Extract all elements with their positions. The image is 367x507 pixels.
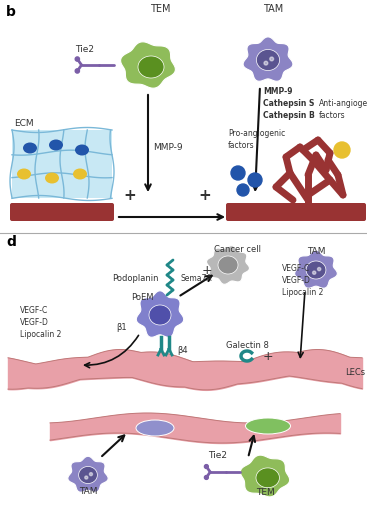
Text: +: + (202, 264, 212, 277)
Circle shape (204, 464, 208, 468)
Circle shape (231, 166, 245, 180)
Polygon shape (306, 261, 326, 279)
Ellipse shape (75, 144, 89, 156)
Text: +: + (263, 350, 273, 363)
Text: β1: β1 (117, 323, 127, 332)
Polygon shape (136, 291, 184, 337)
Text: Pro-angiogenic
factors: Pro-angiogenic factors (228, 129, 285, 150)
Polygon shape (207, 246, 250, 284)
Text: PoEM: PoEM (131, 293, 153, 302)
Polygon shape (138, 56, 164, 78)
Text: +: + (124, 188, 137, 203)
Ellipse shape (17, 168, 31, 179)
Text: TAM: TAM (79, 487, 97, 496)
Text: LECs: LECs (345, 368, 365, 377)
Text: VEGF-C
VEGF-D
Lipocalin 2: VEGF-C VEGF-D Lipocalin 2 (20, 306, 61, 339)
Text: Cancer cell: Cancer cell (214, 245, 262, 254)
Ellipse shape (246, 418, 291, 434)
Text: ECM: ECM (14, 119, 34, 128)
Text: Galectin 8: Galectin 8 (226, 341, 268, 350)
Circle shape (90, 473, 92, 476)
Text: Anti-angiogenic
factors: Anti-angiogenic factors (319, 99, 367, 120)
Polygon shape (295, 250, 337, 288)
Text: MMP-9
Cathepsin S
Cathepsin B: MMP-9 Cathepsin S Cathepsin B (263, 87, 315, 120)
Circle shape (313, 271, 316, 274)
Circle shape (317, 268, 321, 271)
Ellipse shape (73, 168, 87, 179)
Text: TAM: TAM (263, 4, 283, 14)
Polygon shape (121, 42, 175, 88)
Polygon shape (79, 466, 97, 484)
Text: VEGF-C
VEGF-D
Lipocalin 2: VEGF-C VEGF-D Lipocalin 2 (282, 264, 323, 297)
Text: MMP-9: MMP-9 (153, 143, 183, 152)
Polygon shape (68, 456, 108, 492)
Circle shape (75, 69, 80, 73)
Text: TEM: TEM (150, 4, 170, 14)
Text: Tie2: Tie2 (208, 451, 228, 460)
Polygon shape (256, 468, 279, 488)
Text: d: d (6, 235, 16, 249)
Polygon shape (218, 256, 238, 274)
Circle shape (237, 184, 249, 196)
Circle shape (248, 173, 262, 187)
Text: +: + (199, 188, 211, 203)
Circle shape (75, 57, 80, 61)
Circle shape (270, 57, 273, 61)
Polygon shape (149, 305, 171, 325)
Ellipse shape (136, 420, 174, 436)
FancyBboxPatch shape (10, 203, 114, 221)
Ellipse shape (45, 172, 59, 184)
Text: Podoplanin: Podoplanin (112, 274, 158, 283)
Circle shape (264, 61, 268, 65)
Ellipse shape (23, 142, 37, 154)
FancyBboxPatch shape (226, 203, 366, 221)
Polygon shape (243, 37, 293, 81)
Polygon shape (240, 455, 290, 497)
Circle shape (204, 476, 208, 480)
Polygon shape (12, 130, 112, 198)
Ellipse shape (49, 139, 63, 151)
Circle shape (85, 476, 88, 479)
Text: b: b (6, 5, 16, 19)
Text: TEM: TEM (256, 488, 275, 497)
Circle shape (334, 142, 350, 158)
Text: Tie2: Tie2 (76, 45, 94, 54)
Text: TAM: TAM (307, 247, 325, 256)
Text: β4: β4 (177, 346, 188, 355)
Text: Sema7A: Sema7A (180, 274, 212, 283)
Polygon shape (257, 50, 280, 70)
